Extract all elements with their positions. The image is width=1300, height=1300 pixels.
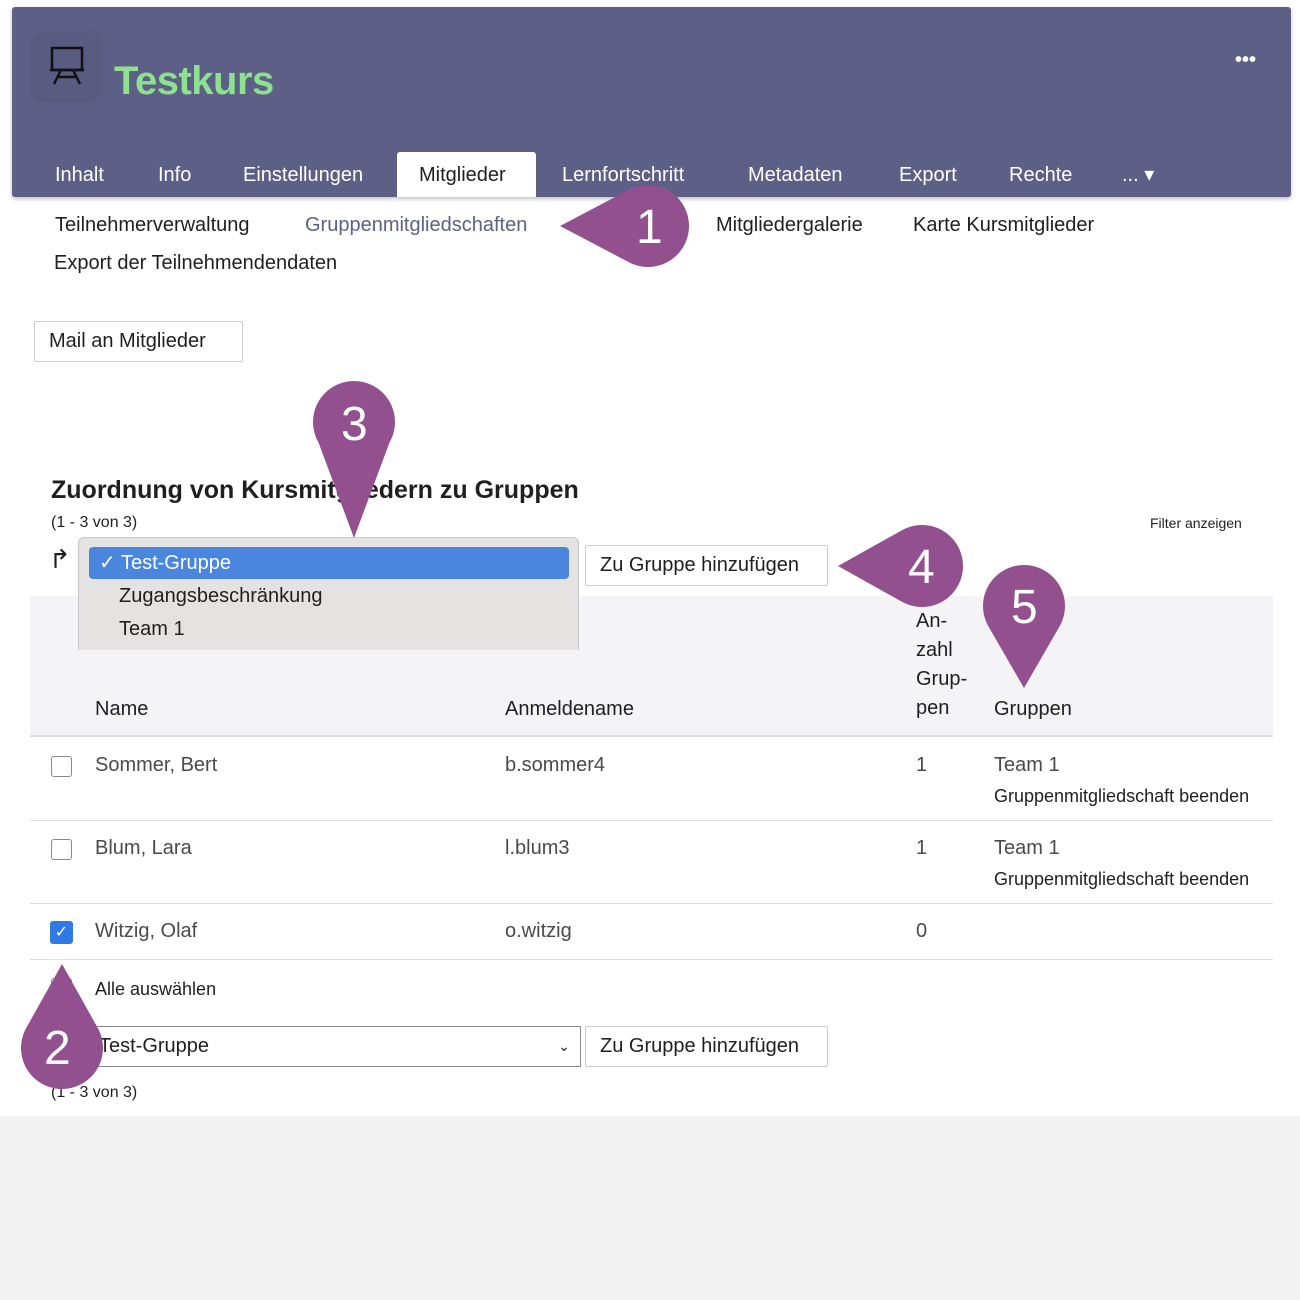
member-login: b.sommer4 — [505, 754, 606, 776]
marker-2 — [20, 964, 104, 1090]
group-dropdown-list[interactable]: ✓ Test-Gruppe Zugangsbeschränkung Team 1 — [78, 537, 579, 650]
marker-label: 1 — [636, 201, 663, 254]
member-group-count: 1 — [916, 837, 928, 859]
marker-5 — [983, 564, 1065, 688]
section-title: Zuordnung von Kursmitgliedern zu Gruppen — [51, 476, 579, 504]
mail-members-button[interactable]: Mail an Mitglieder — [34, 321, 243, 362]
filter-toggle[interactable]: Filter anzeigen — [1150, 515, 1242, 531]
row-checkbox[interactable] — [51, 839, 72, 860]
subtab-mitgliedergalerie[interactable]: Mitgliedergalerie — [716, 214, 863, 236]
select-all-label[interactable]: Alle auswählen — [95, 979, 217, 999]
result-count-bottom: (1 - 3 von 3) — [51, 1084, 138, 1101]
member-group: Team 1 — [994, 754, 1060, 776]
tab-more-dropdown[interactable]: ... ▾ — [1122, 164, 1155, 186]
member-login: o.witzig — [505, 920, 572, 942]
marker-label: 4 — [908, 541, 935, 594]
marker-label: 5 — [1011, 581, 1038, 634]
member-group-count: 0 — [916, 920, 928, 942]
member-group-count: 1 — [916, 754, 928, 776]
annotation-markers: 1 3 4 5 2 — [20, 185, 1065, 1090]
dropdown-option-zugangsbeschraenkung[interactable]: Zugangsbeschränkung — [119, 585, 323, 607]
column-header-group-count[interactable]: An- zahl Grup- pen — [916, 610, 968, 719]
marker-3 — [313, 380, 395, 538]
tab-rechte[interactable]: Rechte — [1009, 164, 1073, 186]
course-header: Testkurs ••• Inhalt Info Einstellungen M… — [12, 7, 1291, 197]
presentation-board-icon — [50, 46, 84, 85]
dropdown-option-team-1[interactable]: Team 1 — [119, 618, 185, 640]
add-to-group-button-bottom[interactable]: Zu Gruppe hinzufügen — [585, 1026, 828, 1067]
dropdown-option-test-gruppe[interactable]: ✓ Test-Gruppe — [89, 547, 569, 579]
add-to-group-button[interactable]: Zu Gruppe hinzufügen — [585, 545, 828, 586]
subtab-karte-kursmitglieder[interactable]: Karte Kursmitglieder — [913, 214, 1095, 236]
end-membership-link[interactable]: Gruppenmitgliedschaft beenden — [994, 869, 1250, 889]
member-name: Blum, Lara — [95, 837, 192, 859]
row-divider — [30, 820, 1273, 821]
member-name: Witzig, Olaf — [95, 920, 198, 942]
tab-metadaten[interactable]: Metadaten — [748, 164, 843, 186]
course-icon-box — [34, 33, 100, 99]
course-title: Testkurs — [114, 59, 274, 103]
row-divider — [30, 903, 1273, 904]
result-count: (1 - 3 von 3) — [51, 514, 138, 531]
subtab-gruppenmitgliedschaften[interactable]: Gruppenmitgliedschaften — [305, 214, 528, 236]
tab-info[interactable]: Info — [158, 164, 192, 186]
tab-export[interactable]: Export — [899, 164, 957, 186]
ellipsis-icon[interactable]: ••• — [1234, 49, 1256, 71]
marker-1 — [560, 185, 689, 267]
member-login: l.blum3 — [505, 837, 570, 859]
tab-inhalt[interactable]: Inhalt — [55, 164, 104, 186]
tab-lernfortschritt[interactable]: Lernfortschritt — [562, 164, 685, 186]
tab-einstellungen[interactable]: Einstellungen — [243, 164, 364, 186]
row-checkbox[interactable] — [51, 756, 72, 777]
member-group: Team 1 — [994, 837, 1060, 859]
member-name: Sommer, Bert — [95, 754, 218, 776]
marker-label: 3 — [341, 398, 368, 451]
tab-mitglieder[interactable]: Mitglieder — [397, 152, 536, 197]
column-header-name[interactable]: Name — [95, 698, 149, 720]
arrow-turn-icon: ↱ — [49, 544, 71, 574]
page: Testkurs ••• Inhalt Info Einstellungen M… — [0, 0, 1300, 1116]
marker-label: 2 — [44, 1022, 71, 1075]
chevron-down-icon: ⌄ — [558, 1038, 570, 1054]
marker-4 — [838, 525, 963, 607]
column-header-login[interactable]: Anmeldename — [505, 698, 634, 720]
group-select[interactable]: Test-Gruppe ⌄ — [84, 1026, 581, 1067]
column-header-groups: Gruppen — [994, 698, 1072, 720]
subtab-export-teilnehmendendaten[interactable]: Export der Teilnehmendendaten — [54, 252, 338, 274]
group-select-value: Test-Gruppe — [99, 1035, 210, 1057]
row-checkbox-checked[interactable]: ✓ — [50, 921, 73, 944]
subtab-teilnehmerverwaltung[interactable]: Teilnehmerverwaltung — [55, 214, 250, 236]
end-membership-link[interactable]: Gruppenmitgliedschaft beenden — [994, 786, 1250, 806]
row-divider — [30, 959, 1273, 960]
